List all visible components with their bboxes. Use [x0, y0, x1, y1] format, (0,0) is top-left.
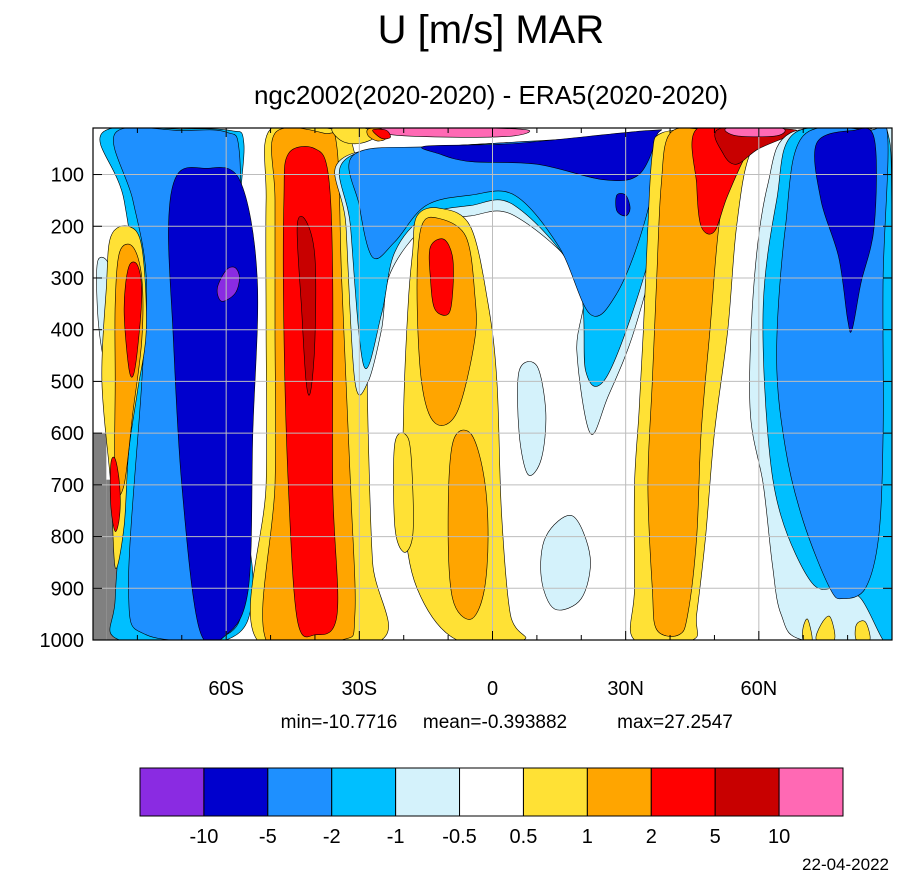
colorbar-label: 5 — [710, 826, 721, 848]
colorbar-box — [586, 767, 652, 817]
colorbar-box — [459, 767, 524, 817]
colorbar-label: -10 — [189, 826, 218, 848]
date-stamp: 22-04-2022 — [802, 855, 889, 874]
colorbar-box — [778, 767, 844, 817]
contour-region-19 — [421, 129, 663, 182]
y-tick-label: 600 — [51, 423, 84, 445]
y-tick-label: 800 — [51, 527, 84, 549]
colorbar-box — [267, 767, 333, 817]
colorbar-label: 0.5 — [510, 826, 538, 848]
contour-region-42 — [802, 618, 813, 640]
colorbar-label: 2 — [646, 826, 657, 848]
colorbar-label: 1 — [582, 826, 593, 848]
chart-title: U [m/s] MAR — [378, 8, 605, 52]
x-tick-label: 0 — [487, 678, 498, 700]
colorbar-box — [203, 767, 269, 817]
contour-region-11 — [109, 456, 121, 532]
contour-region-6 — [216, 266, 240, 302]
contour-region-27 — [428, 238, 454, 316]
contour-region-10 — [123, 261, 143, 378]
colorbar-box — [331, 767, 397, 817]
contour-region-37 — [724, 128, 786, 138]
stats-mean: mean=-0.393882 — [423, 712, 567, 733]
contour-region-43 — [815, 615, 836, 640]
stats-min: min=-10.7716 — [281, 712, 398, 733]
colorbar-box — [139, 767, 205, 817]
colorbar-box — [522, 767, 588, 817]
contour-region-15 — [296, 215, 317, 396]
x-tick-label: 60S — [208, 678, 244, 700]
y-tick-label: 300 — [51, 268, 84, 290]
contour-region-22 — [331, 128, 378, 145]
contour-region-28 — [447, 429, 489, 620]
contour-region-24 — [372, 128, 391, 140]
contour-region-44 — [854, 620, 871, 640]
colorbar-label: -2 — [323, 826, 341, 848]
contour-region-20 — [615, 193, 631, 217]
y-tick-label: 400 — [51, 320, 84, 342]
colorbar-label: 10 — [768, 826, 790, 848]
colorbar-label: -5 — [259, 826, 277, 848]
colorbar-box — [714, 767, 780, 817]
y-tick-label: 100 — [51, 165, 84, 187]
colorbar-box — [395, 767, 461, 817]
y-tick-label: 1000 — [40, 630, 85, 652]
colorbar-label: -1 — [387, 826, 405, 848]
chart-subtitle: ngc2002(2020-2020) - ERA5(2020-2020) — [254, 80, 728, 110]
x-tick-label: 60N — [740, 678, 777, 700]
x-tick-label: 30N — [607, 678, 644, 700]
y-tick-label: 200 — [51, 216, 84, 238]
colorbar-label: -0.5 — [442, 826, 476, 848]
colorbar-box — [650, 767, 716, 817]
y-tick-label: 900 — [51, 578, 84, 600]
x-tick-label: 30S — [342, 678, 378, 700]
stats-line: min=-10.7716 mean=-0.393882 max=27.2547 — [281, 712, 733, 733]
plot-area: 60S 30S 0 30N 60N 100 200 300 400 500 600 700 800 900… — [40, 127, 893, 700]
colorbar: -10 -5 -2 -1 -0.5 0.5 1 2 5 10 — [139, 767, 844, 848]
y-tick-label: 500 — [51, 371, 84, 393]
stats-max: max=27.2547 — [617, 712, 733, 733]
y-tick-label: 700 — [51, 475, 84, 497]
contour-region-29 — [393, 432, 414, 553]
contour-region-31 — [540, 515, 591, 611]
